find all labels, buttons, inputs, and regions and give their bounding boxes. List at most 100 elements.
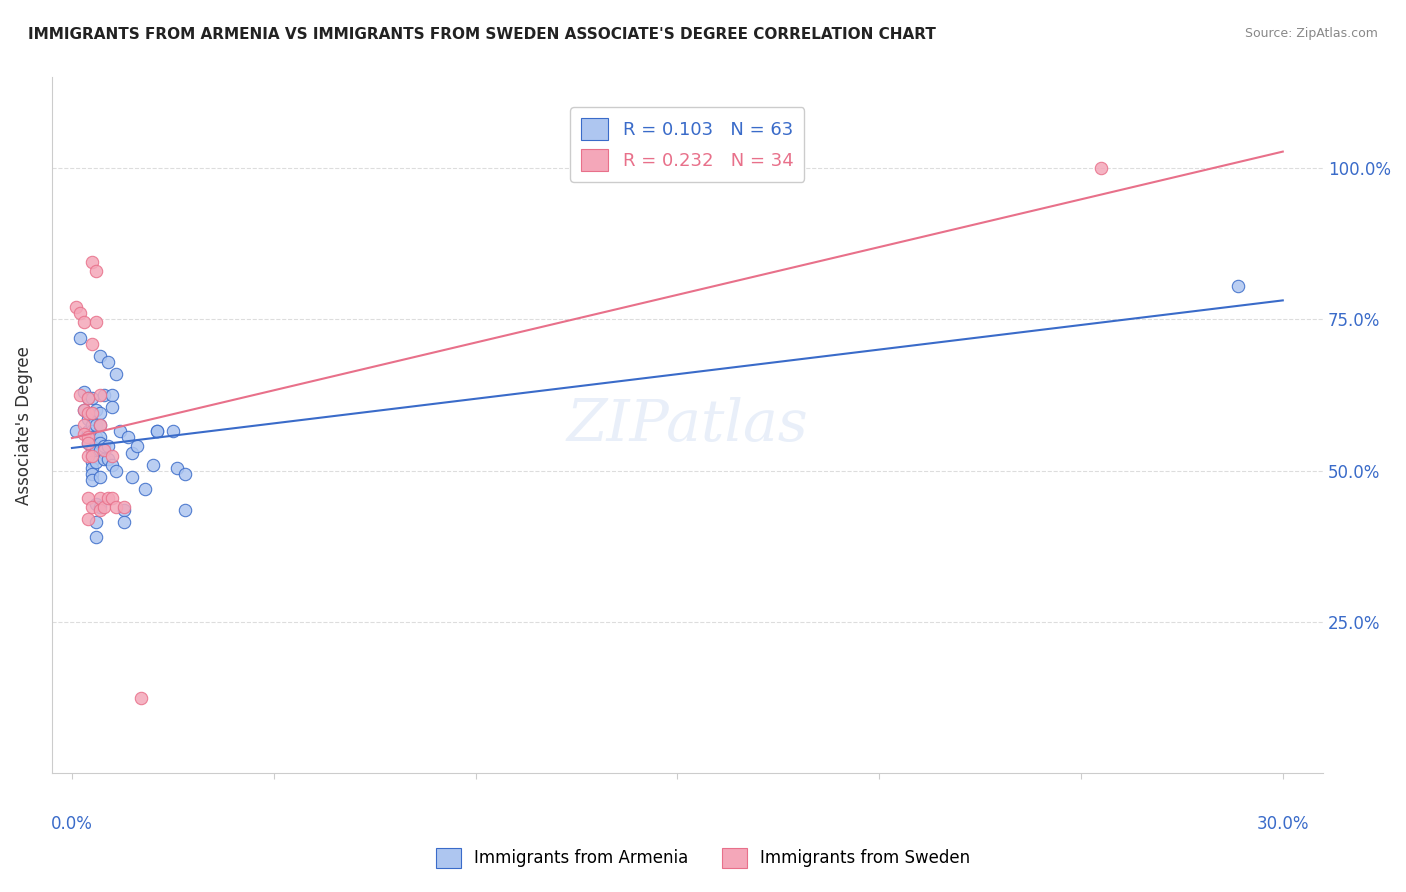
Point: [105, 464, 128, 478]
Point: [82, 255, 104, 269]
Point: [77, 436, 100, 450]
Point: [93, 442, 115, 457]
Point: [73, 403, 96, 417]
Point: [82, 449, 104, 463]
Point: [1090, 161, 1112, 176]
Point: [174, 467, 197, 481]
Point: [69, 330, 91, 344]
Point: [84, 455, 107, 469]
Point: [105, 500, 128, 514]
Point: [77, 391, 100, 405]
Point: [82, 460, 104, 475]
Point: [89, 442, 111, 457]
Point: [89, 500, 111, 514]
Point: [97, 355, 120, 369]
Point: [105, 367, 128, 381]
Point: [89, 418, 111, 433]
Point: [77, 449, 100, 463]
Point: [84, 497, 107, 511]
Point: [73, 403, 96, 417]
Point: [84, 442, 107, 457]
Point: [101, 491, 124, 505]
Point: [84, 418, 107, 433]
Point: [77, 406, 100, 420]
Point: [117, 430, 139, 444]
Legend: Immigrants from Armenia, Immigrants from Sweden: Immigrants from Armenia, Immigrants from…: [429, 841, 977, 875]
Point: [89, 430, 111, 444]
Point: [93, 388, 115, 402]
Point: [82, 449, 104, 463]
Point: [73, 316, 96, 330]
Point: [73, 385, 96, 400]
Point: [89, 418, 111, 433]
Point: [82, 500, 104, 514]
Point: [174, 503, 197, 517]
Point: [84, 316, 107, 330]
Point: [145, 425, 167, 439]
Point: [145, 425, 167, 439]
Point: [77, 425, 100, 439]
Point: [84, 430, 107, 444]
Point: [84, 436, 107, 450]
Point: [89, 388, 111, 402]
Point: [89, 469, 111, 483]
Point: [89, 349, 111, 363]
Point: [89, 436, 111, 450]
Point: [93, 451, 115, 466]
Point: [82, 418, 104, 433]
Point: [97, 451, 120, 466]
Point: [125, 440, 148, 454]
Point: [112, 503, 135, 517]
Point: [82, 406, 104, 420]
Point: [101, 449, 124, 463]
Point: [112, 500, 135, 514]
Point: [97, 440, 120, 454]
Point: [162, 425, 184, 439]
Point: [97, 491, 120, 505]
Point: [121, 469, 143, 483]
Point: [93, 500, 115, 514]
Legend: R = 0.103   N = 63, R = 0.232   N = 34: R = 0.103 N = 63, R = 0.232 N = 34: [571, 107, 804, 182]
Point: [101, 458, 124, 472]
Text: ZIPatlas: ZIPatlas: [567, 397, 808, 453]
Point: [82, 430, 104, 444]
Point: [84, 515, 107, 529]
Point: [93, 440, 115, 454]
Point: [65, 425, 87, 439]
Text: 30.0%: 30.0%: [1257, 815, 1309, 833]
Point: [84, 264, 107, 278]
Point: [77, 436, 100, 450]
Point: [69, 388, 91, 402]
Point: [89, 491, 111, 505]
Point: [101, 400, 124, 414]
Point: [82, 473, 104, 487]
Y-axis label: Associate's Degree: Associate's Degree: [15, 346, 32, 505]
Point: [82, 391, 104, 405]
Point: [82, 406, 104, 420]
Text: IMMIGRANTS FROM ARMENIA VS IMMIGRANTS FROM SWEDEN ASSOCIATE'S DEGREE CORRELATION: IMMIGRANTS FROM ARMENIA VS IMMIGRANTS FR…: [28, 27, 936, 42]
Point: [82, 442, 104, 457]
Point: [69, 306, 91, 320]
Point: [129, 690, 152, 705]
Point: [82, 455, 104, 469]
Point: [73, 418, 96, 433]
Point: [77, 412, 100, 426]
Point: [77, 430, 100, 444]
Point: [84, 530, 107, 544]
Point: [73, 427, 96, 442]
Point: [121, 445, 143, 459]
Point: [89, 503, 111, 517]
Point: [77, 512, 100, 526]
Point: [77, 391, 100, 405]
Point: [110, 425, 132, 439]
Point: [142, 458, 165, 472]
Point: [82, 425, 104, 439]
Text: 0.0%: 0.0%: [51, 815, 93, 833]
Point: [77, 491, 100, 505]
Point: [82, 467, 104, 481]
Point: [1227, 279, 1250, 293]
Point: [84, 403, 107, 417]
Point: [65, 301, 87, 315]
Point: [82, 336, 104, 351]
Point: [134, 482, 156, 496]
